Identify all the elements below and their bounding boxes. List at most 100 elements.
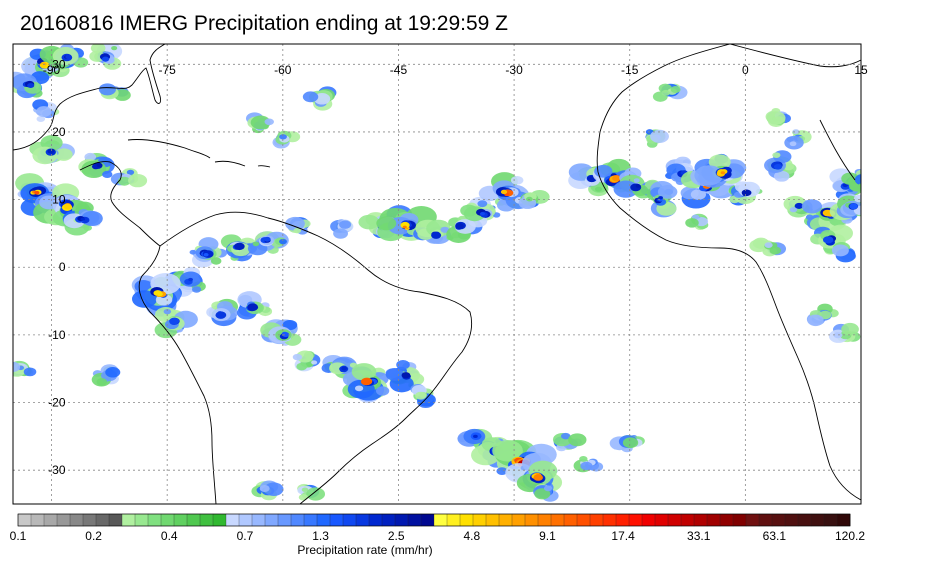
colorbar-title: Precipitation rate (mm/hr) <box>297 543 433 557</box>
coastline-south-america <box>159 211 473 504</box>
precip-cell <box>321 354 367 383</box>
precip-cell <box>247 231 289 256</box>
colorbar-swatch <box>329 513 344 527</box>
colorbar-label: 1.3 <box>312 529 329 543</box>
lon-tick-label: 0 <box>742 63 749 77</box>
colorbar-label: 33.1 <box>687 529 711 543</box>
colorbar-swatch <box>95 513 110 527</box>
colorbar-label: 17.4 <box>611 529 635 543</box>
colorbar-label: 0.2 <box>85 529 102 543</box>
precip-cell <box>29 135 75 165</box>
colorbar-swatch <box>303 513 318 527</box>
colorbar-swatch <box>69 513 84 527</box>
precip-cell <box>13 71 50 99</box>
coastline-puerto-rico <box>257 165 271 168</box>
precip-cell <box>690 153 747 188</box>
precip-cell <box>110 168 148 188</box>
precip-cell <box>285 216 311 235</box>
colorbar-swatch <box>797 513 812 527</box>
lon-tick-label: -60 <box>274 63 292 77</box>
precip-cell <box>478 172 531 212</box>
colorbar-swatch <box>771 513 786 527</box>
colorbar-label: 0.7 <box>236 529 254 543</box>
colorbar-swatch <box>563 513 578 527</box>
colorbar-swatch <box>706 513 721 527</box>
colorbar-swatch <box>212 513 227 527</box>
colorbar-swatch <box>810 513 825 527</box>
precip-cell <box>13 360 37 377</box>
colorbar-label: 0.4 <box>160 529 178 543</box>
colorbar-swatch <box>615 513 630 527</box>
colorbar-swatch <box>654 513 669 527</box>
colorbar-label: 63.1 <box>762 529 787 543</box>
colorbar-swatch <box>498 513 513 527</box>
colorbar-swatch <box>459 513 474 527</box>
precip-cell <box>533 484 559 502</box>
precip-cell <box>385 359 425 393</box>
colorbar-swatch <box>446 513 461 527</box>
colorbar-swatch <box>641 513 656 527</box>
colorbar-swatch <box>823 513 838 527</box>
colorbar-swatch <box>342 513 357 527</box>
precip-cell <box>78 152 115 179</box>
precip-cell <box>236 291 273 320</box>
precip-cell <box>685 213 709 231</box>
coastline-red-sea <box>819 119 856 181</box>
colorbar-swatch <box>186 513 201 527</box>
colorbar-swatch <box>589 513 604 527</box>
coastline-africa-west <box>596 44 861 501</box>
colorbar-swatch <box>173 513 188 527</box>
lon-tick-label: 15 <box>854 63 868 77</box>
colorbar-swatch <box>56 513 71 527</box>
colorbar-swatch <box>277 513 292 527</box>
coastline-yucatan <box>79 161 161 247</box>
precipitation-layer <box>13 44 861 502</box>
precip-cell <box>765 108 791 127</box>
longitude-tick-labels: -90 -75 -60 -45 -30 -15 0 15 <box>43 63 868 77</box>
colorbar-swatch <box>394 513 409 527</box>
precip-cell <box>831 241 857 263</box>
colorbar-swatch <box>407 513 422 527</box>
precip-cell <box>645 129 669 148</box>
colorbar-swatch <box>628 513 643 527</box>
lat-tick-label: 20 <box>52 125 66 139</box>
precip-cell <box>297 483 326 501</box>
colorbar-swatch <box>368 513 383 527</box>
precip-cell <box>62 205 103 236</box>
precip-cell <box>330 219 354 239</box>
precip-cell <box>806 303 839 327</box>
precip-cell <box>292 350 321 372</box>
precip-cell <box>302 86 337 111</box>
colorbar-swatch <box>667 513 682 527</box>
precip-cell <box>342 363 390 403</box>
gridlines <box>13 44 861 504</box>
coastline-south-america-west <box>138 245 217 504</box>
lon-tick-label: -45 <box>390 63 408 77</box>
precip-cell <box>552 432 587 452</box>
colorbar-swatch <box>160 513 175 527</box>
precip-cell <box>784 129 812 150</box>
colorbar-swatch <box>524 513 539 527</box>
precip-cell <box>665 156 696 185</box>
precip-cell <box>652 83 688 102</box>
lat-tick-label: -10 <box>48 328 66 342</box>
colorbar-swatch <box>602 513 617 527</box>
colorbar-swatch <box>147 513 162 527</box>
lon-tick-label: -30 <box>505 63 523 77</box>
page-title: 20160816 IMERG Precipitation ending at 1… <box>20 12 508 35</box>
precip-cell <box>829 193 861 221</box>
lat-tick-label: -30 <box>48 463 66 477</box>
colorbar-swatch <box>30 513 45 527</box>
precip-cell <box>260 319 302 346</box>
colorbar-swatch <box>719 513 734 527</box>
map-background <box>13 44 861 504</box>
precip-cell <box>460 196 501 228</box>
colorbar-label: 4.8 <box>463 529 481 543</box>
colorbar-swatch <box>485 513 500 527</box>
precip-cell <box>91 364 121 387</box>
precip-cell <box>573 456 604 473</box>
colorbar-swatch <box>134 513 149 527</box>
colorbar-swatch <box>290 513 305 527</box>
colorbar-swatch <box>316 513 331 527</box>
